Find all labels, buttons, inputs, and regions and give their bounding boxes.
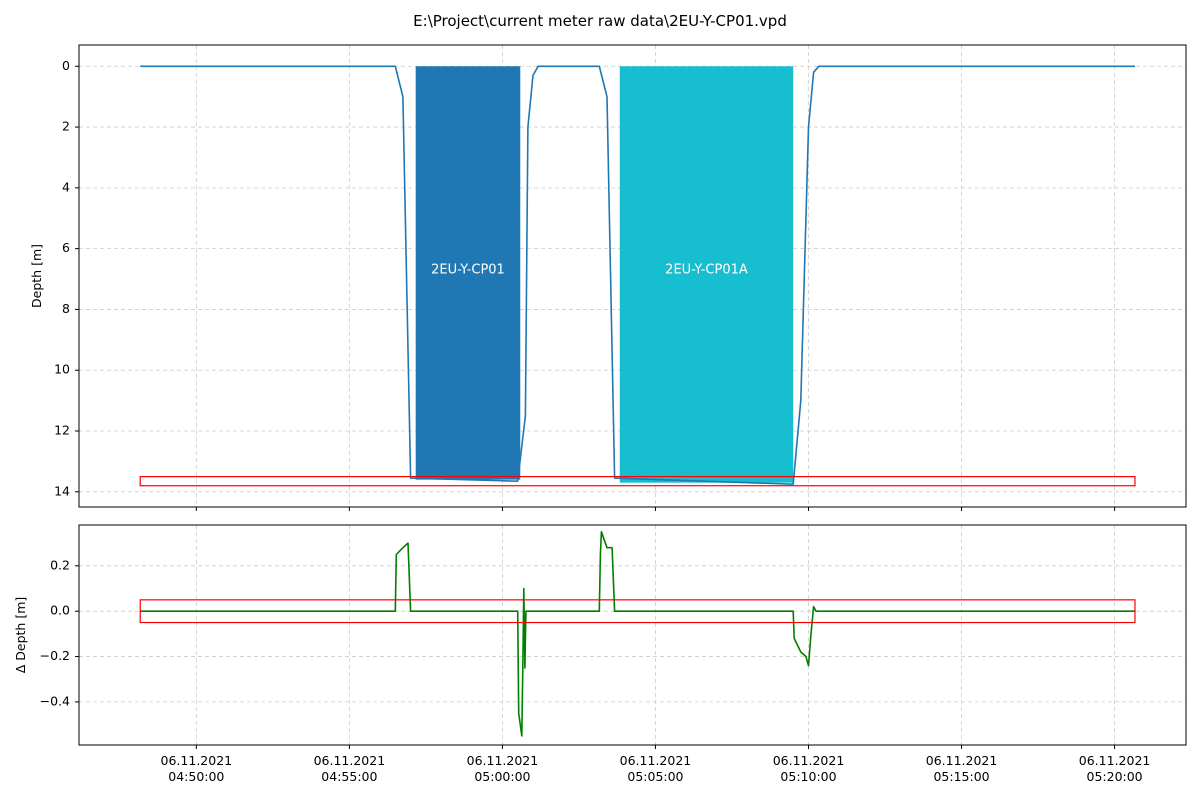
y-tick-label: 0 (62, 58, 70, 73)
figure-title: E:\Project\current meter raw data\2EU-Y-… (413, 12, 787, 30)
y-tick-label: 6 (62, 240, 70, 255)
profile-label: 2EU-Y-CP01A (665, 262, 748, 277)
y-tick-label: 8 (62, 301, 70, 316)
y-tick-label: 2 (62, 119, 70, 134)
y-tick-label: 12 (54, 423, 70, 438)
y-tick-label: 4 (62, 179, 70, 194)
y-axis-label: Depth [m] (29, 244, 44, 308)
depth-axes: 0 2 4 6 8 10 12 14 Depth [m] (29, 44, 1187, 511)
depth-series (140, 65, 1135, 485)
profile-label: 2EU-Y-CP01 (431, 262, 505, 277)
axes-frame (78, 44, 1187, 508)
profile-fill (619, 66, 794, 483)
profile-fill (415, 66, 521, 480)
y-tick-label: 14 (54, 483, 70, 498)
series-line (140, 65, 1135, 485)
profile-labels: 2EU-Y-CP01 2EU-Y-CP01A (431, 262, 748, 277)
tolerance-box (139, 476, 1136, 487)
depth-tolerance-box (139, 476, 1136, 487)
y-tick-label: 10 (54, 362, 70, 377)
profile-fills (415, 66, 794, 483)
